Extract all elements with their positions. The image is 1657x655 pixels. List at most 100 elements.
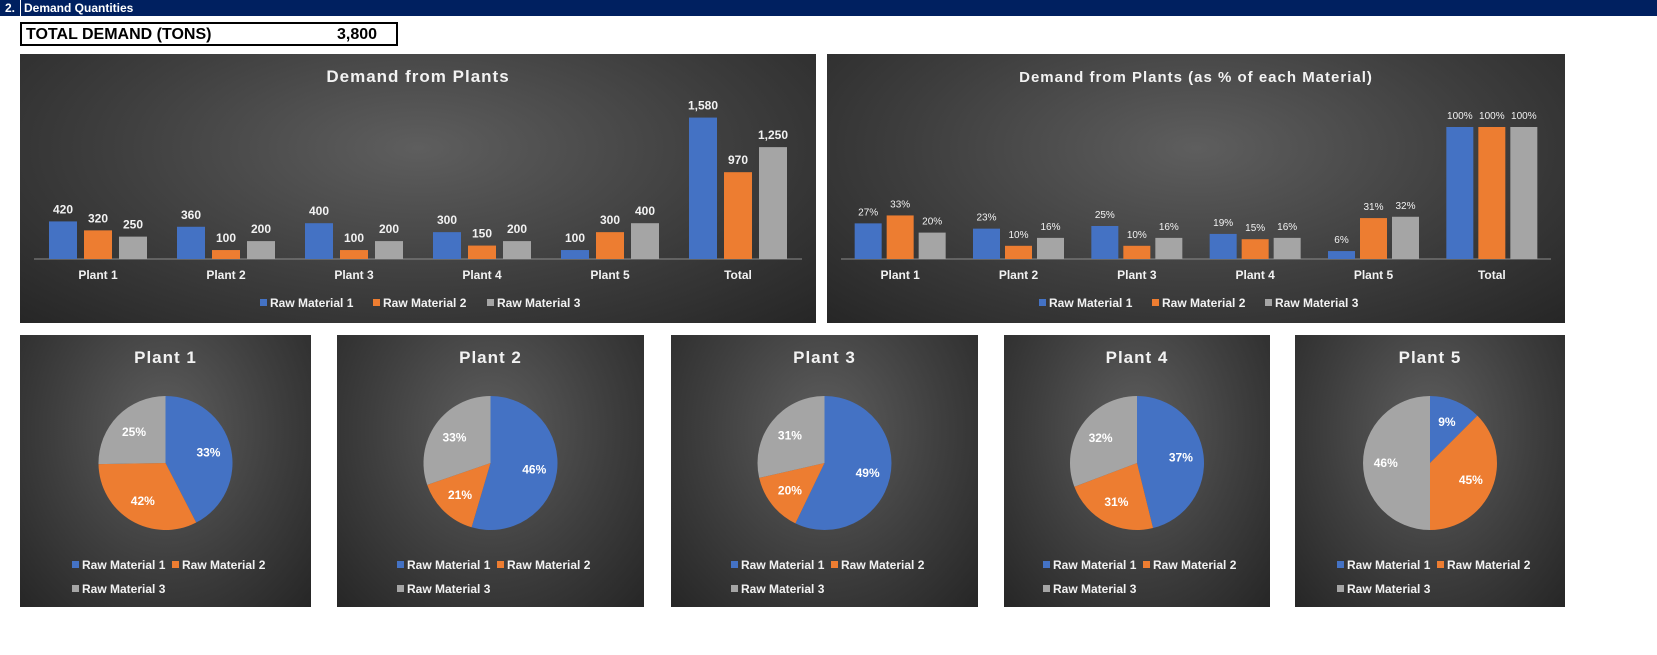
- bar-raw-material-3-total[interactable]: [1510, 127, 1538, 259]
- legend-label-raw-material-2[interactable]: Raw Material 2: [182, 558, 266, 572]
- legend-label-raw-material-2[interactable]: Raw Material 2: [1153, 558, 1237, 572]
- legend-label-raw-material-1[interactable]: Raw Material 1: [407, 558, 491, 572]
- demand-percent-chart[interactable]: Demand from Plants (as % of each Materia…: [827, 54, 1565, 323]
- bar-raw-material-1-plant-5[interactable]: [561, 250, 589, 259]
- plant-5-pie-chart[interactable]: Plant 5 9% 45% 46% Raw Material 1 Raw Materia…: [1295, 335, 1565, 607]
- data-label-raw-material-3-plant-1: 20%: [922, 217, 942, 228]
- bar-raw-material-2-plant-1[interactable]: [886, 215, 914, 259]
- bar-raw-material-1-plant-2[interactable]: [973, 228, 1000, 259]
- legend-label-raw-material-1[interactable]: Raw Material 1: [1049, 296, 1133, 310]
- bar-raw-material-1-plant-4[interactable]: [433, 232, 461, 259]
- legend-swatch-raw-material-2: [1437, 561, 1444, 568]
- bar-raw-material-2-plant-1[interactable]: [84, 230, 112, 259]
- legend-label-raw-material-1[interactable]: Raw Material 1: [82, 558, 166, 572]
- plant-1-pie-chart[interactable]: Plant 1 33% 42% 25% Raw Material 1 Raw Materi…: [20, 335, 311, 607]
- bar-raw-material-1-plant-2[interactable]: [177, 226, 205, 259]
- bar-raw-material-3-plant-2[interactable]: [1037, 237, 1064, 259]
- bar-raw-material-1-plant-5[interactable]: [1328, 251, 1355, 259]
- demand-from-plants-chart[interactable]: Demand from Plants 420 320 250 Plant 1 360 100…: [20, 54, 816, 323]
- pie-slice-raw-material-2[interactable]: [1074, 463, 1154, 530]
- total-demand-box: TOTAL DEMAND (TONS) 3,800: [20, 22, 398, 46]
- legend-label-raw-material-1[interactable]: Raw Material 1: [1053, 558, 1137, 572]
- total-demand-value[interactable]: 3,800: [337, 26, 378, 43]
- legend-label-raw-material-2[interactable]: Raw Material 2: [841, 558, 925, 572]
- bar-raw-material-2-plant-2[interactable]: [1005, 245, 1032, 259]
- bar-raw-material-2-total[interactable]: [724, 172, 752, 259]
- data-label-raw-material-1-plant-2: 23%: [976, 213, 996, 224]
- plant-4-pie-chart[interactable]: Plant 4 37% 31% 32% Raw Material 1 Raw Materi…: [1004, 335, 1270, 607]
- bar-raw-material-3-plant-1[interactable]: [119, 236, 147, 259]
- pie-slice-raw-material-3[interactable]: [423, 396, 491, 485]
- pie-slice-raw-material-2[interactable]: [98, 463, 197, 530]
- legend-label-raw-material-2[interactable]: Raw Material 2: [383, 296, 467, 310]
- bar-raw-material-1-plant-3[interactable]: [1091, 226, 1119, 259]
- bar-raw-material-2-plant-3[interactable]: [340, 250, 368, 259]
- pie-slice-raw-material-1[interactable]: [1430, 396, 1478, 463]
- bar-raw-material-3-plant-1[interactable]: [918, 232, 946, 259]
- bar-raw-material-3-plant-4[interactable]: [503, 241, 531, 259]
- pie-slice-raw-material-3[interactable]: [98, 396, 166, 465]
- bar-raw-material-3-total[interactable]: [759, 147, 787, 259]
- bar-raw-material-2-plant-3[interactable]: [1123, 245, 1151, 259]
- legend-label-raw-material-1[interactable]: Raw Material 1: [741, 558, 825, 572]
- plant-3-pie-chart[interactable]: Plant 3 49% 20% 31% Raw Material 1 Raw Materi…: [671, 335, 978, 607]
- legend-label-raw-material-3[interactable]: Raw Material 3: [407, 582, 491, 596]
- bar-raw-material-1-plant-4[interactable]: [1209, 233, 1237, 259]
- legend-label-raw-material-3[interactable]: Raw Material 3: [1275, 296, 1359, 310]
- plant-2-pie-chart[interactable]: Plant 2 46% 21% 33% Raw Material 1 Raw Materi…: [337, 335, 644, 607]
- legend-label-raw-material-2[interactable]: Raw Material 2: [507, 558, 591, 572]
- legend-label-raw-material-3[interactable]: Raw Material 3: [741, 582, 825, 596]
- pie-label-raw-material-1: 49%: [856, 466, 880, 480]
- pie-slice-raw-material-1[interactable]: [795, 396, 892, 530]
- pie-label-raw-material-2: 21%: [448, 488, 472, 502]
- total-demand-label: TOTAL DEMAND (TONS): [26, 26, 212, 43]
- bar-raw-material-2-plant-2[interactable]: [212, 250, 240, 259]
- pie-label-raw-material-3: 33%: [442, 430, 466, 444]
- chart-title: Plant 5: [1399, 348, 1462, 367]
- legend-label-raw-material-2[interactable]: Raw Material 2: [1162, 296, 1246, 310]
- legend-label-raw-material-3[interactable]: Raw Material 3: [1347, 582, 1431, 596]
- pie-slice-raw-material-3[interactable]: [1070, 396, 1137, 487]
- bar-raw-material-2-plant-4[interactable]: [468, 245, 496, 259]
- legend-label-raw-material-1[interactable]: Raw Material 1: [270, 296, 354, 310]
- bar-raw-material-2-plant-4[interactable]: [1241, 239, 1269, 259]
- legend-label-raw-material-1[interactable]: Raw Material 1: [1347, 558, 1431, 572]
- pie-slice-raw-material-2[interactable]: [427, 463, 491, 528]
- legend-swatch-raw-material-1: [1039, 299, 1046, 306]
- bar-raw-material-1-total[interactable]: [1446, 127, 1474, 259]
- section-title: Demand Quantities: [24, 1, 134, 15]
- pie-slice-raw-material-3[interactable]: [757, 396, 825, 478]
- x-tick-label-plant-4: Plant 4: [462, 268, 502, 282]
- bar-raw-material-3-plant-3[interactable]: [375, 241, 403, 259]
- legend-label-raw-material-3[interactable]: Raw Material 3: [497, 296, 581, 310]
- pie-slice-raw-material-1[interactable]: [1137, 396, 1204, 529]
- pie-slice-raw-material-3[interactable]: [1363, 396, 1430, 530]
- bar-raw-material-3-plant-3[interactable]: [1155, 237, 1183, 259]
- bar-raw-material-1-plant-1[interactable]: [854, 223, 882, 259]
- bar-raw-material-3-plant-5[interactable]: [631, 223, 659, 259]
- bar-raw-material-1-plant-3[interactable]: [305, 223, 333, 259]
- legend-swatch-raw-material-3: [72, 585, 79, 592]
- bar-raw-material-3-plant-2[interactable]: [247, 241, 275, 259]
- chart-title: Plant 3: [793, 348, 856, 367]
- legend-label-raw-material-3[interactable]: Raw Material 3: [82, 582, 166, 596]
- data-label-raw-material-3-plant-5: 32%: [1395, 201, 1415, 212]
- bar-raw-material-1-total[interactable]: [689, 117, 717, 259]
- bar-raw-material-2-total[interactable]: [1478, 127, 1506, 259]
- bar-raw-material-1-plant-1[interactable]: [49, 221, 77, 259]
- bar-raw-material-3-plant-4[interactable]: [1273, 237, 1301, 259]
- pie-chart-svg: Plant 5 9% 45% 46% Raw Material 1 Raw Materia…: [1337, 348, 1531, 596]
- bar-raw-material-2-plant-5[interactable]: [1360, 218, 1387, 259]
- data-label-raw-material-3-plant-4: 200: [507, 222, 527, 236]
- legend-swatch-raw-material-1: [1043, 561, 1050, 568]
- pie-slice-raw-material-2[interactable]: [1430, 415, 1497, 530]
- pie-slice-raw-material-2[interactable]: [759, 463, 825, 524]
- bar-raw-material-3-plant-5[interactable]: [1392, 216, 1419, 259]
- bar-raw-material-2-plant-5[interactable]: [596, 232, 624, 259]
- bar-chart-svg: Demand from Plants 420 320 250 Plant 1 360 100…: [34, 67, 802, 310]
- legend-label-raw-material-3[interactable]: Raw Material 3: [1053, 582, 1137, 596]
- pie-slice-raw-material-1[interactable]: [471, 396, 558, 530]
- pie-label-raw-material-2: 45%: [1459, 473, 1483, 487]
- pie-slice-raw-material-1[interactable]: [165, 396, 233, 523]
- legend-label-raw-material-2[interactable]: Raw Material 2: [1447, 558, 1531, 572]
